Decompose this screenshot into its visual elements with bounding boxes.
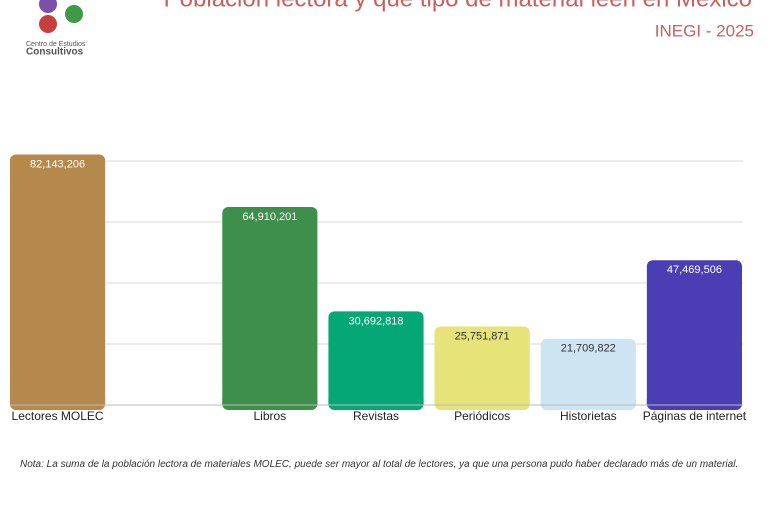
x-tick-label: Lectores MOLEC <box>12 409 104 423</box>
x-tick-label: Libros <box>254 409 287 423</box>
bar-base <box>540 399 636 405</box>
bar <box>222 207 318 410</box>
logo-text: Consultivos <box>26 47 84 58</box>
value-label: 47,469,506 <box>667 264 722 276</box>
logo-dot <box>65 5 83 23</box>
bar <box>646 260 742 410</box>
bar-base <box>646 399 742 405</box>
note: Nota: La suma de la población lectora de… <box>20 459 739 470</box>
x-tick-label: Periódicos <box>454 409 510 423</box>
x-tick-label: Revistas <box>353 409 399 423</box>
bar-base <box>10 399 106 405</box>
value-label: 82,143,206 <box>30 158 85 170</box>
logo: Centro de Estudios Consultivos <box>26 0 86 58</box>
logo-dot <box>39 15 57 33</box>
logo-dot <box>39 0 57 13</box>
chart-subtitle: INEGI - 2025 <box>655 21 754 40</box>
bar <box>10 154 106 410</box>
x-tick-label: Páginas de internet <box>643 409 747 423</box>
bar-base <box>328 399 424 405</box>
value-label: 25,751,871 <box>455 330 510 342</box>
logo-text: Centro de Estudios <box>26 41 86 48</box>
x-tick-label: Historietas <box>560 409 617 423</box>
value-label: 30,692,818 <box>348 315 403 327</box>
bar <box>328 311 424 410</box>
value-label: 64,910,201 <box>242 211 297 223</box>
value-label: 21,709,822 <box>561 343 616 355</box>
chart-title: Población lectora y qué tipo de material… <box>164 0 752 12</box>
bar <box>540 338 636 410</box>
bar-base <box>434 399 530 405</box>
bar <box>434 326 530 410</box>
bar-base <box>222 399 318 405</box>
